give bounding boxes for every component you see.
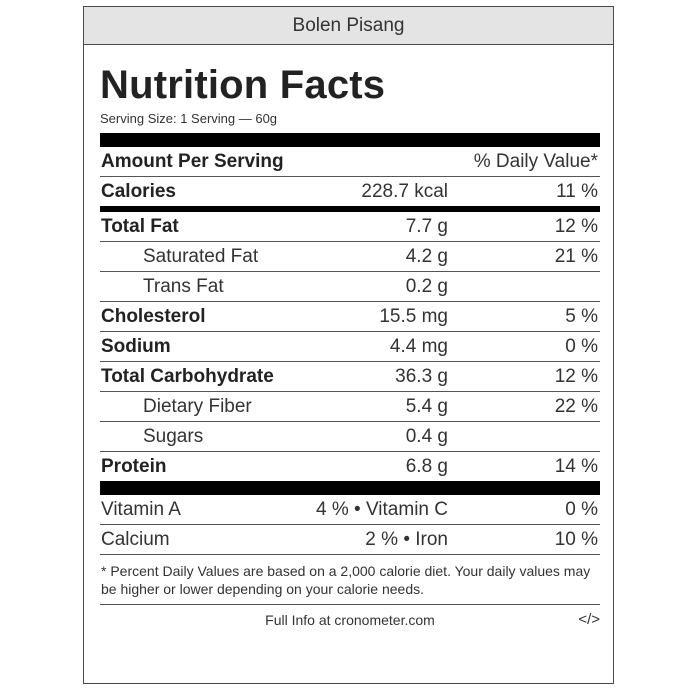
nutrient-amount: 6.8 g <box>405 456 448 477</box>
vitamin-left: Vitamin A <box>101 499 181 520</box>
nutrition-facts-title: Nutrition Facts <box>100 63 386 107</box>
nutrient-name: Dietary Fiber <box>143 396 252 417</box>
nutrient-name: Total Fat <box>101 216 179 237</box>
label-footer: Full Info at cronometer.com </> <box>100 605 600 635</box>
calories-dv: 11 % <box>556 181 598 202</box>
nutrient-row-total-carbohydrate: Total Carbohydrate 36.3 g 12 % <box>100 362 600 392</box>
nutrient-amount: 5.4 g <box>405 396 448 417</box>
nutrient-amount: 7.7 g <box>405 216 448 237</box>
nutrient-amount: 0.2 g <box>405 276 448 297</box>
nutrient-row-trans-fat: Trans Fat 0.2 g <box>100 272 600 302</box>
nutrient-name: Protein <box>101 456 167 477</box>
calories-row: Calories 228.7 kcal 11 % <box>100 177 600 212</box>
daily-value-header: % Daily Value* <box>473 151 598 172</box>
nutrient-row-saturated-fat: Saturated Fat 4.2 g 21 % <box>100 242 600 272</box>
nutrient-dv: 22 % <box>554 396 598 417</box>
food-name: Bolen Pisang <box>84 7 613 45</box>
nutrient-amount: 36.3 g <box>395 366 448 387</box>
nutrient-amount: 0.4 g <box>405 426 448 447</box>
nutrient-name: Total Carbohydrate <box>101 366 274 387</box>
thick-divider <box>100 481 600 495</box>
amount-per-serving-label: Amount Per Serving <box>101 151 284 172</box>
vitamin-middle: 2 % • Iron <box>365 529 448 550</box>
calories-label: Calories <box>101 181 176 202</box>
vitamin-row: Calcium 2 % • Iron 10 % <box>100 525 600 555</box>
serving-size: Serving Size: 1 Serving — 60g <box>100 111 278 126</box>
nutrient-dv: 12 % <box>554 216 598 237</box>
calories-amount: 228.7 kcal <box>361 181 448 202</box>
nutrient-dv: 14 % <box>554 456 598 477</box>
nutrient-dv: 5 % <box>565 306 598 327</box>
nutrient-name: Sodium <box>101 336 171 357</box>
nutrient-amount: 15.5 mg <box>379 306 448 327</box>
daily-value-footnote: * Percent Daily Values are based on a 2,… <box>100 555 600 605</box>
nutrient-dv: 0 % <box>565 336 598 357</box>
nutrient-name: Sugars <box>143 426 204 447</box>
nutrient-row-sugars: Sugars 0.4 g <box>100 422 600 452</box>
amount-header-row: Amount Per Serving % Daily Value* <box>100 147 600 177</box>
vitamin-left: Calcium <box>101 529 170 550</box>
thick-divider <box>100 133 600 147</box>
nutrient-row-cholesterol: Cholesterol 15.5 mg 5 % <box>100 302 600 332</box>
vitamin-right: 0 % <box>565 499 598 520</box>
nutrient-dv: 12 % <box>554 366 598 387</box>
nutrient-row-sodium: Sodium 4.4 mg 0 % <box>100 332 600 362</box>
nutrient-row-total-fat: Total Fat 7.7 g 12 % <box>100 212 600 242</box>
vitamin-middle: 4 % • Vitamin C <box>316 499 448 520</box>
nutrient-row-dietary-fiber: Dietary Fiber 5.4 g 22 % <box>100 392 600 422</box>
nutrient-amount: 4.4 mg <box>389 336 448 357</box>
embed-code-icon[interactable]: </> <box>578 611 600 628</box>
nutrient-name: Trans Fat <box>143 276 224 297</box>
nutrient-name: Cholesterol <box>101 306 206 327</box>
nutrition-label: Bolen Pisang Nutrition Facts Serving Siz… <box>83 6 614 684</box>
full-info-link[interactable]: Full Info at cronometer.com <box>265 612 435 628</box>
label-body: Nutrition Facts Serving Size: 1 Serving … <box>100 44 600 635</box>
vitamin-row: Vitamin A 4 % • Vitamin C 0 % <box>100 495 600 525</box>
nutrient-name: Saturated Fat <box>143 246 259 267</box>
nutrient-amount: 4.2 g <box>405 246 448 267</box>
nutrient-dv: 21 % <box>554 246 598 267</box>
nutrient-row-protein: Protein 6.8 g 14 % <box>100 452 600 481</box>
vitamin-right: 10 % <box>554 529 598 550</box>
